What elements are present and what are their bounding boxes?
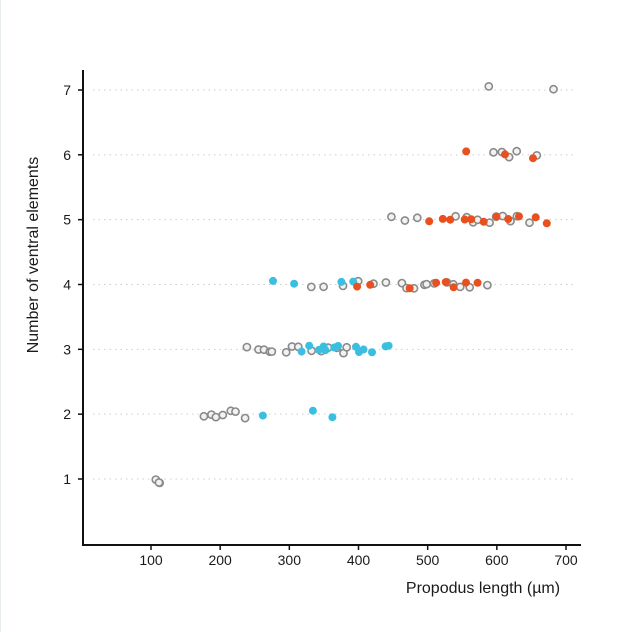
point-gray-53: [211, 412, 221, 422]
point-orange-21: [473, 278, 482, 287]
point-cyan-4: [297, 347, 306, 356]
y-axis-title: Number of ventral elements: [25, 157, 42, 354]
point-cyan-10: [334, 341, 343, 350]
point-gray-2: [489, 147, 498, 157]
point-orange-16: [405, 284, 414, 293]
point-gray-19: [525, 218, 534, 228]
point-gray-36: [482, 280, 492, 290]
y-tick-label-7: 7: [63, 82, 71, 98]
point-gray-8: [400, 216, 410, 225]
point-gray-37: [242, 342, 252, 352]
point-gray-42: [281, 347, 291, 357]
point-cyan-16: [384, 341, 393, 350]
point-cyan-14: [367, 348, 376, 357]
point-orange-5: [446, 215, 455, 224]
point-gray-25: [381, 278, 391, 287]
point-cyan-1: [290, 279, 299, 288]
point-cyan-13: [359, 345, 368, 354]
point-cyan-5: [305, 341, 314, 350]
point-gray-21: [319, 282, 328, 292]
point-orange-19: [449, 283, 458, 292]
point-orange-20: [461, 278, 470, 287]
point-gray-30: [422, 279, 431, 289]
x-tick-label-700: 700: [554, 552, 578, 568]
point-orange-14: [353, 282, 362, 291]
point-gray-41: [267, 347, 277, 356]
point-orange-17: [432, 278, 441, 287]
point-gray-60: [154, 478, 164, 487]
point-gray-20: [306, 282, 316, 292]
point-cyan-18: [308, 406, 317, 415]
point-gray-57: [240, 413, 250, 423]
x-tick-label-200: 200: [208, 552, 232, 568]
y-tick-label-3: 3: [63, 341, 71, 357]
x-tick-label-500: 500: [416, 552, 440, 568]
point-gray-9: [412, 213, 422, 223]
point-gray-54: [218, 410, 228, 420]
x-tick-label-400: 400: [347, 552, 371, 568]
data-points: [151, 82, 558, 488]
point-orange-1: [500, 150, 509, 159]
point-cyan-17: [258, 411, 267, 420]
y-tick-label-4: 4: [63, 277, 71, 293]
point-gray-1: [549, 84, 558, 94]
point-orange-3: [425, 217, 434, 226]
point-cyan-8: [321, 346, 330, 355]
point-orange-9: [492, 212, 501, 221]
point-gray-5: [512, 146, 522, 156]
point-orange-12: [531, 213, 540, 222]
point-orange-4: [438, 214, 447, 223]
x-axis-title: Propodus length (µm): [406, 580, 560, 597]
point-orange-13: [542, 219, 551, 228]
y-tick-label-5: 5: [63, 212, 71, 228]
y-tick-label-1: 1: [63, 471, 71, 487]
x-tick-label-600: 600: [485, 552, 509, 568]
point-gray-50: [342, 342, 352, 352]
y-tick-label-6: 6: [63, 147, 71, 163]
point-orange-7: [467, 215, 476, 224]
point-orange-2: [529, 154, 538, 163]
point-gray-0: [484, 82, 494, 91]
x-tick-label-100: 100: [139, 552, 163, 568]
point-orange-0: [462, 147, 471, 156]
point-gray-7: [386, 212, 396, 222]
point-orange-18: [441, 278, 450, 287]
point-orange-10: [504, 214, 513, 223]
point-cyan-0: [268, 276, 277, 285]
point-cyan-19: [328, 413, 337, 422]
y-tick-label-2: 2: [63, 406, 71, 422]
point-gray-51: [199, 411, 209, 421]
point-gray-56: [231, 407, 240, 416]
tick-labels: 100 200 300 400 500 600 700 1 2 3 4 5 6 7: [63, 82, 578, 568]
point-orange-15: [366, 280, 375, 289]
point-orange-8: [479, 217, 488, 226]
x-tick-label-300: 300: [278, 552, 302, 568]
axes: [82, 70, 581, 546]
point-cyan-2: [337, 277, 346, 286]
point-orange-11: [515, 212, 524, 221]
